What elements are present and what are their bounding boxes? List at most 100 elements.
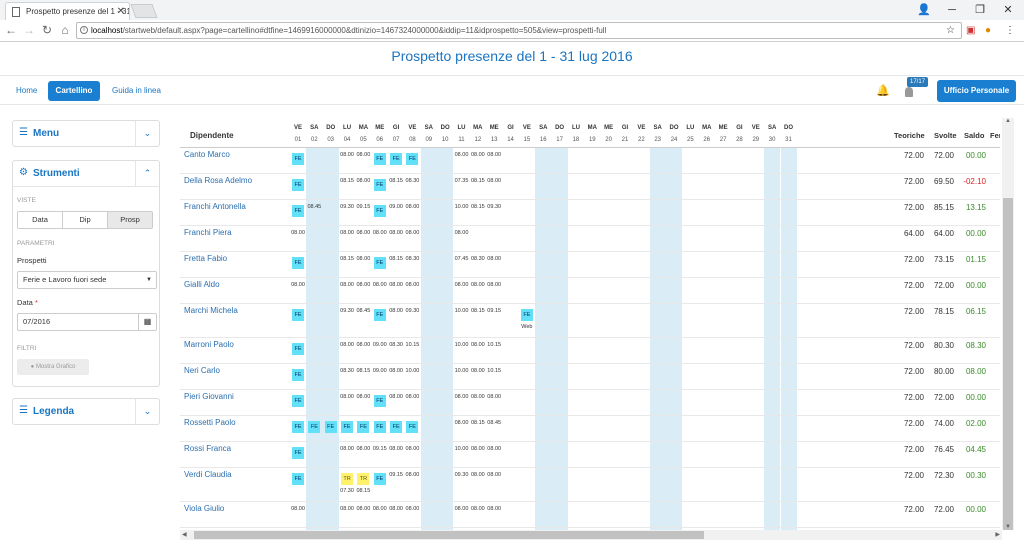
vertical-scrollbar[interactable]: ▲ ▼ <box>1002 118 1014 530</box>
scroll-right-icon[interactable]: ▶ <box>995 532 1000 538</box>
scroll-left-icon[interactable]: ◀ <box>182 532 187 538</box>
horizontal-scrollbar[interactable]: ◀ ▶ <box>180 530 1002 540</box>
prospetti-select[interactable]: Ferie e Lavoro fuori sede ▼ <box>17 271 157 289</box>
ferie-badge[interactable]: FE <box>292 369 304 381</box>
employee-name[interactable]: Franchi Piera <box>184 228 232 237</box>
new-tab-button[interactable] <box>130 4 158 18</box>
weekend-column-shade <box>437 148 454 530</box>
scroll-up-icon[interactable]: ▲ <box>1005 118 1011 124</box>
ferie-badge[interactable]: FE <box>373 395 386 407</box>
ferie-badge[interactable]: FE <box>292 205 304 217</box>
ferie-badge[interactable]: FE <box>520 309 533 321</box>
minimize-icon[interactable]: ─ <box>948 4 956 16</box>
employee-name[interactable]: Della Rosa Adelmo <box>184 176 253 185</box>
user-icon[interactable] <box>905 87 913 97</box>
reload-icon[interactable]: ↻ <box>41 23 53 37</box>
hours-cell: 08.00 <box>340 152 354 158</box>
gear-icon: ⚙ <box>19 167 28 178</box>
trasferta-badge[interactable]: TR <box>357 473 370 485</box>
ferie-badge[interactable]: FE <box>373 179 386 191</box>
ferie-badge[interactable]: FE <box>292 179 304 191</box>
extension-cookie-icon[interactable]: ● <box>985 25 992 36</box>
strumenti-header[interactable]: ⚙ Strumenti ⌃ <box>13 161 159 187</box>
ferie-badge[interactable]: FE <box>373 153 386 165</box>
address-bar[interactable]: i localhost/startweb/default.aspx?page=c… <box>76 22 962 39</box>
employee-name[interactable]: Neri Carlo <box>184 366 221 375</box>
close-window-icon[interactable]: ✕ <box>1003 4 1013 16</box>
hours-cell: 10.00 <box>405 368 420 374</box>
employee-name[interactable]: Canto Marco <box>184 150 230 159</box>
mostra-grafico-button[interactable]: ● Mostra Grafico <box>17 359 89 375</box>
employee-name[interactable]: Pieri Giovanni <box>184 392 234 401</box>
nav-guida[interactable]: Guida in linea <box>112 86 161 95</box>
forward-icon[interactable]: → <box>23 23 35 37</box>
ferie-badge[interactable]: FE <box>373 421 386 433</box>
menu-dots-icon[interactable]: ⋮ <box>1005 25 1015 36</box>
ferie-badge[interactable]: FE <box>406 153 419 165</box>
ferie-badge[interactable]: FE <box>292 257 304 269</box>
back-icon[interactable]: ← <box>5 23 17 37</box>
extension-icon[interactable]: ▣ <box>966 25 976 36</box>
legenda-header[interactable]: ☰ Legenda ⌄ <box>13 399 159 425</box>
info-icon[interactable]: i <box>80 26 88 34</box>
employee-name[interactable]: Verdi Claudia <box>184 470 232 479</box>
employee-name[interactable]: Franchi Antonella <box>184 202 246 211</box>
ferie-badge[interactable]: FE <box>308 421 321 433</box>
ufficio-personale-button[interactable]: Ufficio Personale <box>937 80 1016 102</box>
ferie-badge[interactable]: FE <box>292 309 304 321</box>
home-icon[interactable]: ⌂ <box>61 23 69 37</box>
close-tab-icon[interactable]: ✕ <box>116 6 125 17</box>
ferie-badge[interactable]: FE <box>390 153 403 165</box>
ferie-badge[interactable]: FE <box>357 421 370 433</box>
vista-dip-button[interactable]: Dip <box>63 212 108 228</box>
ferie-badge[interactable]: FE <box>292 343 304 355</box>
ferie-badge[interactable]: FE <box>373 309 386 321</box>
date-field[interactable]: 07/2016 ▦ <box>17 313 157 331</box>
bell-icon[interactable]: 🔔 <box>876 85 890 97</box>
ferie-badge[interactable]: FE <box>390 421 403 433</box>
calendar-icon[interactable]: ▦ <box>138 314 156 330</box>
table-row: Fretta Fabio FE 08.15 08.00 FE 08.15 08.30 07.4… <box>180 252 1000 278</box>
svolte-value: 74.00 <box>933 419 954 428</box>
teoriche-value: 72.00 <box>903 419 924 428</box>
bookmark-star-icon[interactable]: ☆ <box>946 25 955 36</box>
ferie-badge[interactable]: FE <box>292 421 304 433</box>
chevron-down-icon[interactable]: ⌄ <box>135 121 159 146</box>
employee-name[interactable]: Marroni Paolo <box>184 340 234 349</box>
ferie-badge[interactable]: FE <box>324 421 337 433</box>
ferie-badge[interactable]: FE <box>292 447 304 459</box>
employee-name[interactable]: Rossetti Paolo <box>184 418 236 427</box>
employee-name[interactable]: Viola Giulio <box>184 504 225 513</box>
hours-cell: 08.45 <box>487 420 502 426</box>
data-label: Data * <box>17 298 38 307</box>
ferie-badge[interactable]: FE <box>292 153 304 165</box>
employee-name[interactable]: Rossi Franca <box>184 444 232 453</box>
vista-prosp-button[interactable]: Prosp <box>108 212 152 228</box>
ferie-badge[interactable]: FE <box>373 257 386 269</box>
ferie-badge[interactable]: FE <box>292 473 304 485</box>
employee-name[interactable]: Gialli Aldo <box>184 280 220 289</box>
ferie-badge[interactable]: FE <box>406 421 419 433</box>
hours-cell: 08.00 <box>356 256 371 262</box>
user-profile-icon[interactable]: 👤 <box>917 4 931 16</box>
trasferta-badge[interactable]: TR <box>341 473 354 485</box>
nav-cartellino[interactable]: Cartellino <box>48 81 100 101</box>
ferie-badge[interactable]: FE <box>373 205 386 217</box>
employee-name[interactable]: Fretta Fabio <box>184 254 228 263</box>
chevron-up-icon[interactable]: ⌃ <box>135 161 159 186</box>
browser-tab[interactable]: Prospetto presenze del 1 - 31 lug 2016 ✕ <box>5 2 130 20</box>
hours-cell: 10.15 <box>487 342 502 348</box>
employee-name[interactable]: Marchi Michela <box>184 306 238 315</box>
vertical-scroll-thumb[interactable] <box>1003 198 1013 530</box>
horizontal-scroll-thumb[interactable] <box>194 531 704 539</box>
nav-home[interactable]: Home <box>16 86 38 95</box>
restore-icon[interactable]: ❐ <box>975 4 985 16</box>
scroll-down-icon[interactable]: ▼ <box>1005 524 1011 530</box>
ferie-badge[interactable]: FE <box>292 395 304 407</box>
header-day: DO 03 <box>323 118 339 144</box>
chevron-down-icon[interactable]: ⌄ <box>135 399 159 424</box>
vista-data-button[interactable]: Data <box>18 212 63 228</box>
menu-header[interactable]: ☰ Menu ⌄ <box>13 121 159 147</box>
ferie-badge[interactable]: FE <box>373 473 386 485</box>
ferie-badge[interactable]: FE <box>341 421 354 433</box>
